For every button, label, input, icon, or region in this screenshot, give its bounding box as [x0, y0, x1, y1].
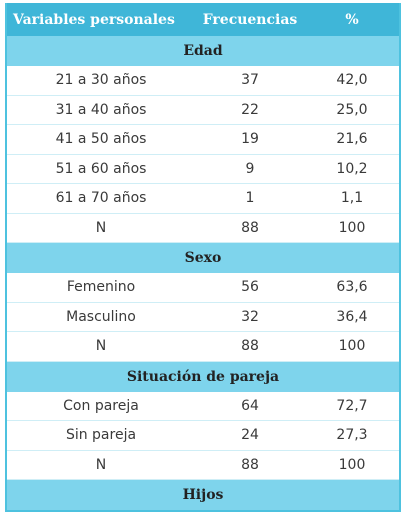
cell-variable: Masculino: [66, 308, 136, 325]
cell-frequency: 56: [241, 279, 259, 296]
cell-frequency: 37: [241, 72, 259, 89]
table-row: Sin pareja 24 27,3: [7, 421, 399, 451]
section-header: Situación de pareja: [7, 361, 399, 392]
cell-percent: 1,1: [340, 190, 364, 207]
table-row: 61 a 70 años 1 1,1: [7, 184, 399, 214]
cell-frequency: 32: [241, 308, 259, 325]
cell-frequency: 9: [245, 160, 255, 177]
cell-percent: 42,0: [336, 72, 368, 89]
table-row: 31 a 40 años 22 25,0: [7, 96, 399, 125]
table-body: Edad 21 a 30 años 37 42,0 31 a 40 años 22 25,0…: [7, 36, 399, 510]
cell-frequency: 64: [241, 397, 259, 414]
cell-percent: 63,6: [336, 279, 368, 296]
data-table: Variables personales Frecuencias % Edad 2…: [5, 3, 401, 512]
section-header: Sexo: [7, 243, 399, 273]
table-row: N 88 100: [7, 451, 399, 480]
cell-percent: 100: [338, 338, 366, 355]
cell-variable: 41 a 50 años: [55, 131, 147, 148]
table-row: Con pareja 64 72,7: [7, 392, 399, 421]
cell-frequency: 88: [241, 338, 259, 355]
cell-variable: N: [95, 456, 107, 473]
cell-frequency: 22: [241, 101, 259, 118]
cell-variable: 51 a 60 años: [55, 160, 147, 177]
table-row: N 88 100: [7, 332, 399, 362]
cell-percent: 27,3: [336, 427, 368, 444]
table-row: Masculino 32 36,4: [7, 303, 399, 332]
header-percent: %: [345, 11, 359, 28]
cell-variable: 21 a 30 años: [55, 72, 147, 89]
cell-frequency: 88: [241, 219, 259, 236]
table-row: 41 a 50 años 19 21,6: [7, 125, 399, 155]
cell-variable: 31 a 40 años: [55, 101, 147, 118]
cell-variable: Sin pareja: [65, 427, 137, 444]
table-row: 51 a 60 años 9 10,2: [7, 155, 399, 184]
header-variables: Variables personales: [13, 11, 175, 28]
section-header: Hijos: [7, 480, 399, 510]
cell-frequency: 19: [241, 131, 259, 148]
section-header: Edad: [7, 36, 399, 66]
table-row: Femenino 56 63,6: [7, 273, 399, 303]
cell-variable: 61 a 70 años: [55, 190, 147, 207]
cell-variable: Femenino: [66, 279, 136, 296]
cell-frequency: 1: [245, 190, 255, 207]
cell-frequency: 88: [241, 456, 259, 473]
cell-percent: 72,7: [336, 397, 368, 414]
cell-variable: N: [95, 219, 107, 236]
cell-percent: 10,2: [336, 160, 368, 177]
table-row: N 88 100: [7, 214, 399, 243]
table-bottom-border: [7, 510, 399, 512]
cell-variable: Con pareja: [63, 397, 139, 414]
cell-frequency: 24: [241, 427, 259, 444]
table-row: 21 a 30 años 37 42,0: [7, 66, 399, 96]
cell-percent: 100: [338, 219, 366, 236]
cell-percent: 36,4: [336, 308, 368, 325]
table-header: Variables personales Frecuencias %: [7, 3, 399, 36]
header-frecuencias: Frecuencias: [202, 11, 298, 28]
cell-percent: 25,0: [336, 101, 368, 118]
cell-variable: N: [95, 338, 107, 355]
cell-percent: 100: [338, 456, 366, 473]
cell-percent: 21,6: [336, 131, 368, 148]
